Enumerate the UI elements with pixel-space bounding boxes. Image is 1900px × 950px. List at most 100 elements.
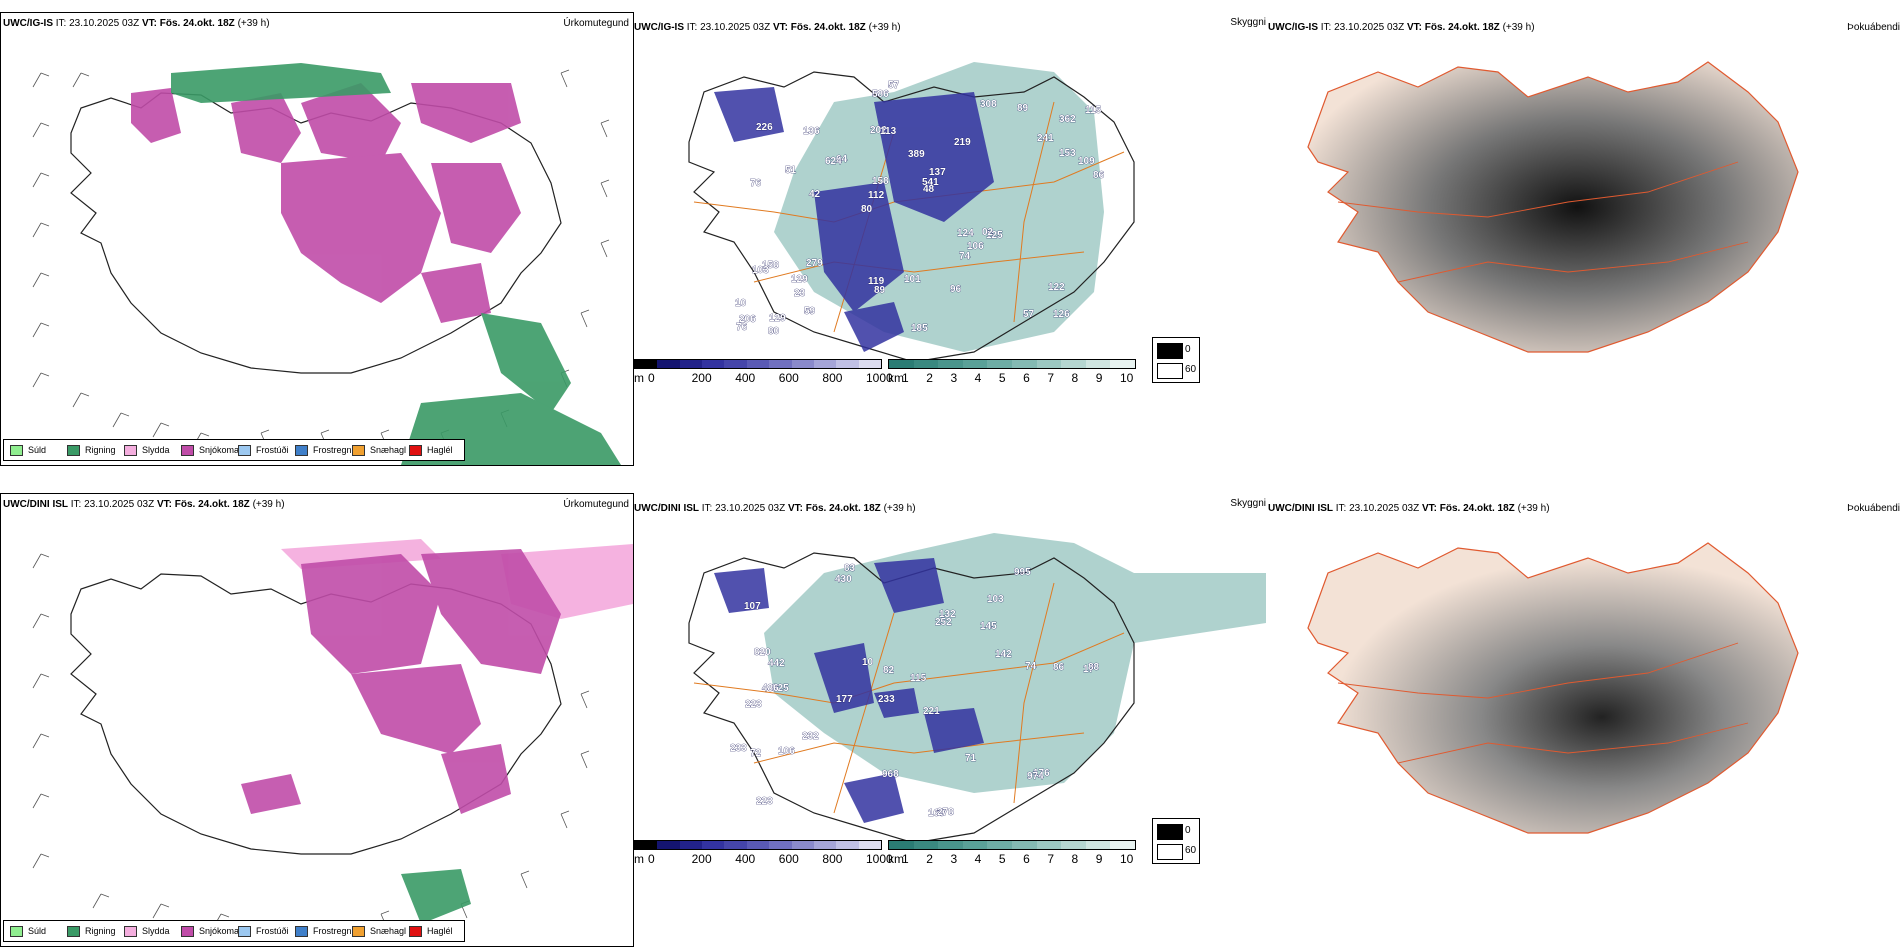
fog-legend-label: 60 bbox=[1185, 364, 1197, 375]
colorbar-segment bbox=[769, 841, 792, 849]
ceiling-value: 252 bbox=[935, 617, 952, 628]
legend-item: Frostúði bbox=[238, 444, 289, 457]
ceiling-value: 233 bbox=[730, 743, 747, 754]
colorbar-segment bbox=[1061, 841, 1086, 849]
colorbar-tick: 1 bbox=[902, 371, 909, 385]
legend-item: Frostúði bbox=[238, 925, 289, 938]
ceiling-value: 57 bbox=[888, 80, 900, 91]
ceiling-value: 72 bbox=[750, 748, 762, 759]
legend-item: Slydda bbox=[124, 444, 170, 457]
panel-header: UWC/IG-IS IT: 23.10.2025 03Z VT: Fös. 24… bbox=[634, 22, 901, 33]
colorbar-segment bbox=[813, 360, 837, 368]
colorbar-tick: 800 bbox=[822, 852, 843, 866]
ceiling-value: 430 bbox=[835, 574, 852, 585]
legend-swatch bbox=[238, 445, 251, 457]
ptype-panel-1: UWC/IG-IS IT: 23.10.2025 03Z VT: Fös. 24… bbox=[0, 12, 634, 466]
legend-item: Rigning bbox=[67, 925, 116, 938]
ceiling-value: 17 bbox=[1083, 664, 1095, 675]
panel-header: UWC/IG-IS IT: 23.10.2025 03Z VT: Fös. 24… bbox=[1268, 22, 1535, 33]
colorbar-segment bbox=[938, 360, 963, 368]
ceiling-value: 202 bbox=[870, 125, 887, 136]
valid-label: VT: bbox=[156, 499, 172, 510]
model-name: UWC/DINI ISL bbox=[3, 499, 68, 510]
ceiling-value: 442 bbox=[768, 658, 785, 669]
legend-label: Frostúði bbox=[256, 926, 289, 936]
ceiling-value: 974 bbox=[1027, 771, 1044, 782]
legend-swatch bbox=[295, 445, 308, 457]
ceiling-colorbar bbox=[634, 840, 882, 850]
colorbar-tick: 200 bbox=[691, 852, 712, 866]
iceland-fog-shading bbox=[1307, 542, 1799, 834]
colorbar-tick: 4 bbox=[974, 371, 982, 385]
ceiling-value: 153 bbox=[1059, 148, 1076, 159]
fog-legend-swatch bbox=[1157, 343, 1183, 359]
legend-swatch bbox=[67, 926, 80, 938]
legend-item: Snæhagl bbox=[352, 444, 406, 457]
rain-areas bbox=[401, 869, 471, 924]
ceiling-areas bbox=[714, 558, 984, 823]
ceiling-value: 89 bbox=[1017, 103, 1029, 114]
ceiling-value: 176 bbox=[1033, 768, 1050, 779]
colorbar-segment bbox=[724, 360, 747, 368]
ceiling-value: 362 bbox=[1059, 114, 1076, 125]
legend-label: Snjókoma bbox=[199, 926, 240, 936]
colorbar-segment bbox=[657, 841, 680, 849]
colorbar-segment bbox=[938, 841, 963, 849]
ceiling-value: 226 bbox=[756, 122, 773, 133]
ptype-legend: Súld Rigning Slydda Snjókoma Frostúði Frostre… bbox=[3, 920, 465, 942]
colorbar-segment bbox=[813, 841, 837, 849]
colorbar-segment bbox=[1085, 841, 1111, 849]
cloud-panel-1: UWC/IG-IS IT: 23.10.2025 03Z VT: Fös. 24… bbox=[634, 12, 1266, 464]
colorbar-tick: 9 bbox=[1095, 852, 1103, 866]
ceiling-value: 125 bbox=[986, 230, 1003, 241]
colorbar-tick: 400 bbox=[735, 371, 756, 385]
legend-label: Frostregn bbox=[313, 926, 352, 936]
colorbar-unit: km bbox=[888, 852, 904, 866]
colorbar-tick: 2 bbox=[926, 852, 933, 866]
ceiling-value: 96 bbox=[950, 284, 962, 295]
ceiling-value: 624 bbox=[825, 156, 842, 167]
ptype-panel-2: UWC/DINI ISL IT: 23.10.2025 03Z VT: Fös.… bbox=[0, 493, 634, 947]
panel-title: Úrkomutegund bbox=[563, 499, 629, 510]
ceiling-value: 71 bbox=[965, 753, 977, 764]
wind-barbs bbox=[32, 553, 590, 929]
valid-time: Fös. 24.okt. 18Z bbox=[174, 499, 250, 510]
legend-item: Rigning bbox=[67, 444, 116, 457]
colorbar-segment bbox=[1011, 360, 1037, 368]
model-name: UWC/IG-IS bbox=[1268, 22, 1318, 33]
legend-swatch bbox=[352, 445, 365, 457]
fog-legend: 0 60 bbox=[1152, 337, 1200, 383]
ceiling-value: 02 bbox=[982, 227, 994, 238]
lead-time: (+39 h) bbox=[1517, 503, 1550, 514]
colorbar-segment bbox=[1110, 841, 1135, 849]
ceiling-value: 74 bbox=[959, 251, 971, 262]
legend-swatch bbox=[409, 926, 422, 938]
colorbar-tick: 600 bbox=[778, 852, 799, 866]
fog-panel-2: UWC/DINI ISL IT: 23.10.2025 03Z VT: Fös.… bbox=[1268, 493, 1900, 945]
fog-legend-swatch bbox=[1157, 844, 1183, 860]
ceiling-numbers: 126 76 362 80 219 129 202 389 158 64 10 23 113 137 125… bbox=[735, 80, 1105, 338]
ceiling-value: 129 bbox=[769, 313, 786, 324]
run-time: IT: 23.10.2025 03Z bbox=[701, 503, 786, 514]
ceiling-value: 308 bbox=[980, 99, 997, 110]
legend-swatch bbox=[295, 926, 308, 938]
ceiling-value: 158 bbox=[762, 260, 779, 271]
roads bbox=[1337, 642, 1749, 764]
iceland-outline bbox=[688, 552, 1135, 844]
valid-time: Fös. 24.okt. 18Z bbox=[790, 22, 866, 33]
legend-label: Haglél bbox=[427, 445, 453, 455]
legend-swatch bbox=[352, 926, 365, 938]
ceiling-colorbar-labels: m 0 200 400 600 800 1000 bbox=[634, 852, 894, 866]
legend-label: Slydda bbox=[142, 445, 170, 455]
ceiling-areas bbox=[714, 87, 994, 352]
ceiling-value: 106 bbox=[778, 746, 795, 757]
legend-item: Snjókoma bbox=[181, 444, 239, 457]
model-name: UWC/IG-IS bbox=[634, 22, 684, 33]
colorbar-tick: 1000 bbox=[866, 371, 893, 385]
colorbar-segment bbox=[1061, 360, 1086, 368]
colorbar-tick: 6 bbox=[1023, 371, 1030, 385]
ceiling-value: 389 bbox=[908, 149, 925, 160]
ceiling-value: 74 bbox=[1025, 661, 1037, 672]
colorbar-segment bbox=[635, 360, 658, 368]
panel-title: Skyggni bbox=[1230, 17, 1266, 28]
